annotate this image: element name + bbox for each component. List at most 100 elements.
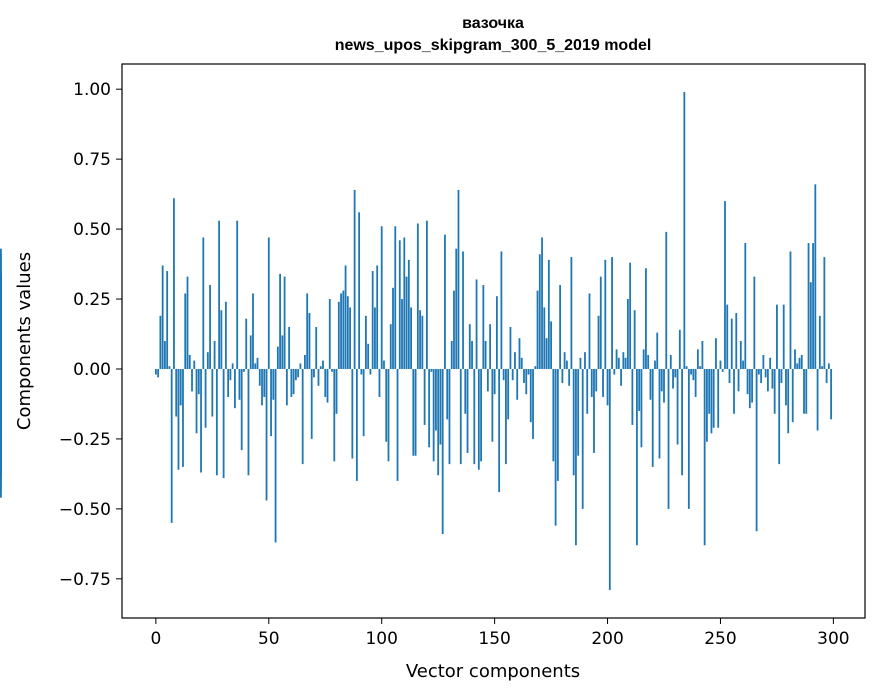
bar-component-163 (523, 368, 525, 383)
bar-component-106 (394, 226, 397, 369)
bar-component-182 (565, 360, 568, 369)
bar-component-162 (520, 357, 523, 369)
bar-component-259 (739, 341, 742, 369)
bar-component-217 (645, 268, 647, 369)
bar-component-166 (529, 368, 532, 423)
bar-component-257 (735, 313, 738, 369)
bar-component-234 (683, 91, 686, 369)
bar-component-132 (453, 290, 455, 369)
bar-component-11 (179, 368, 182, 406)
bar-component-19 (197, 368, 200, 395)
x-axis-ticks: 0 50 100 150 200 250 300 (150, 618, 850, 649)
bar-component-131 (450, 341, 453, 369)
bar-component-112 (407, 259, 410, 369)
bar-component-14 (186, 276, 189, 369)
bar-component-186 (575, 368, 577, 546)
bar-component-172 (543, 307, 546, 369)
bar-component-175 (550, 321, 552, 369)
bar-component-156 (507, 368, 510, 420)
bar-component-55 (279, 273, 281, 369)
bar-component-33 (229, 368, 232, 381)
chart-title-line-2: news_upos_skipgram_300_5_2019 model (335, 37, 652, 54)
bar-component-25 (211, 368, 214, 417)
x-tick-label: 250 (704, 629, 736, 649)
bar-component-143 (477, 368, 480, 470)
bar-component-251 (721, 368, 724, 372)
bar-component-50 (267, 237, 270, 369)
bar-component-164 (525, 368, 528, 395)
bar-component-283 (794, 349, 796, 369)
bar-component-118 (421, 315, 424, 369)
bar-component-97 (374, 307, 376, 369)
bar-component-194 (593, 368, 595, 453)
bar-component-212 (633, 310, 636, 369)
bar-component-29 (220, 310, 223, 369)
bar-component-187 (577, 368, 580, 456)
x-tick-label: 200 (591, 629, 623, 649)
bar-component-215 (640, 368, 643, 448)
bar-component-15 (188, 354, 191, 369)
bar-component-104 (389, 324, 392, 369)
bar-component-30 (222, 368, 225, 479)
bar-component-133 (455, 248, 458, 369)
bar-component-282 (791, 368, 794, 423)
bar-component-261 (744, 243, 747, 369)
bar-component-220 (651, 368, 654, 467)
bar-component-67 (306, 293, 309, 369)
bar-component-297 (825, 368, 828, 383)
bar-component-20 (200, 368, 202, 473)
bar-component-108 (398, 240, 401, 369)
bar-component-44 (254, 363, 257, 369)
bar-component-209 (626, 299, 629, 369)
bar-component-141 (473, 368, 476, 465)
bar-component-21 (202, 237, 205, 369)
bar-component-145 (482, 285, 485, 369)
bar-component-190 (584, 352, 586, 369)
bar-component-191 (586, 368, 589, 414)
bar-component-136 (462, 251, 464, 369)
bar-component-48 (263, 368, 266, 397)
bar-component-78 (331, 368, 333, 372)
x-tick-label: 0 (150, 629, 161, 649)
chart-title-line-1: вазочка (462, 15, 524, 32)
bar-component-226 (665, 231, 668, 369)
bar-component-49 (265, 368, 268, 501)
bar-component-26 (213, 341, 216, 369)
bar-component-23 (206, 352, 209, 369)
bar-component-274 (773, 368, 776, 414)
bar-component-248 (715, 338, 717, 369)
bar-component-155 (505, 368, 507, 465)
bar-component-101 (383, 360, 385, 369)
bar-component-100 (380, 226, 383, 369)
bar-component-260 (742, 360, 744, 369)
bar-component-298 (827, 363, 830, 369)
bar-component-13 (184, 293, 187, 369)
bar-component-62 (294, 368, 297, 381)
bar-component-121 (428, 368, 431, 448)
bar-component-137 (464, 368, 467, 414)
bar-component-66 (304, 354, 306, 369)
bar-component-150 (493, 368, 496, 395)
bar-component-74 (322, 360, 324, 369)
bar-component-272 (769, 357, 772, 369)
bars-group (0, 91, 833, 591)
bar-component-245 (708, 368, 711, 414)
bar-component-225 (663, 368, 665, 403)
bar-component-207 (622, 352, 625, 369)
bar-component-90 (358, 212, 361, 369)
bar-component-102 (385, 368, 388, 442)
bar-component-89 (355, 368, 358, 481)
bar-component-208 (624, 357, 627, 369)
bar-component-39 (243, 368, 245, 372)
bar-component-241 (699, 366, 702, 369)
y-tick-label: 1.00 (73, 80, 111, 100)
bar-component-115 (414, 368, 417, 456)
bar-component-198 (602, 368, 604, 397)
bar-component-231 (676, 368, 679, 445)
bar-component-82 (340, 293, 342, 369)
bar-component-47 (261, 368, 263, 406)
bar-component-252 (724, 201, 726, 369)
bar-component-64 (299, 363, 302, 369)
bar-component-264 (751, 368, 753, 403)
